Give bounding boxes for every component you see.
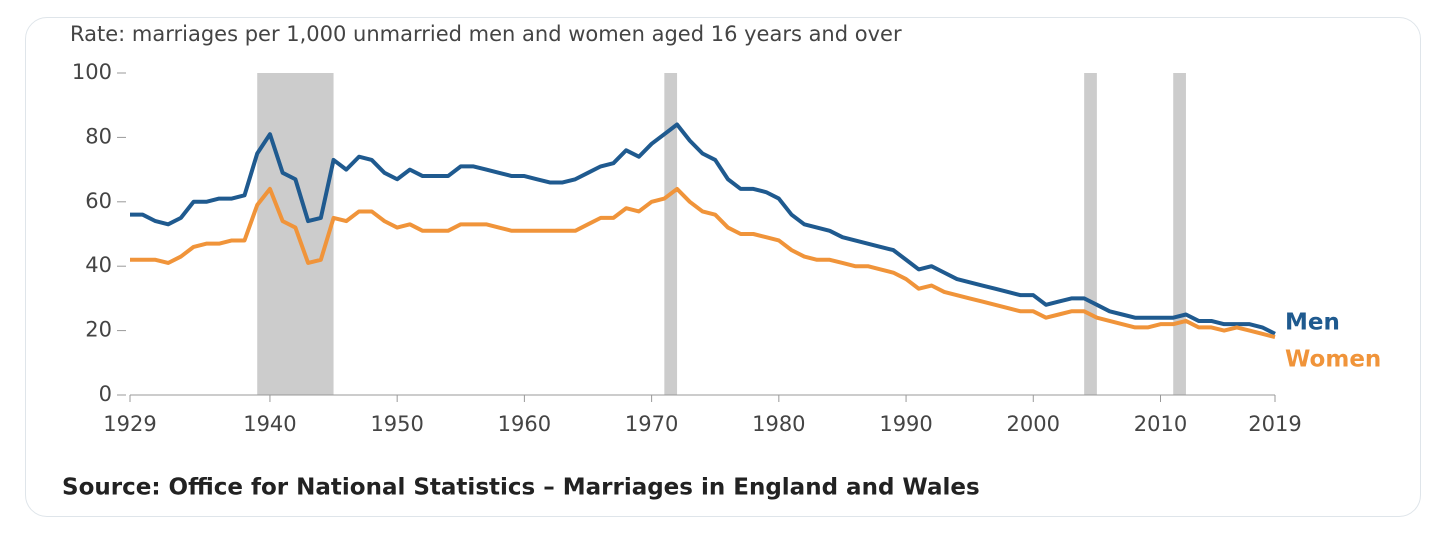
x-tick-label: 1980 — [752, 412, 805, 436]
x-tick-label: 1950 — [370, 412, 423, 436]
card — [25, 17, 1421, 517]
legend-label: Women — [1285, 347, 1381, 373]
y-tick-label: 0 — [99, 382, 112, 406]
x-tick-label: 2010 — [1134, 412, 1187, 436]
y-tick-label: 60 — [85, 189, 112, 213]
x-tick-label: 1940 — [243, 412, 296, 436]
source: Source: Office for National Statistics –… — [62, 475, 980, 501]
x-tick-label: 2019 — [1248, 412, 1301, 436]
shaded-period — [257, 73, 334, 395]
shaded-period — [1084, 73, 1097, 395]
chart-subtitle: Rate: marriages per 1,000 unmarried men … — [70, 22, 902, 46]
y-tick-label: 40 — [85, 253, 112, 277]
x-tick-label: 1929 — [103, 412, 156, 436]
x-tick-label: 1990 — [879, 412, 932, 436]
shaded-period — [664, 73, 678, 395]
legend-label: Men — [1285, 310, 1340, 336]
y-tick-label: 20 — [85, 318, 112, 342]
x-tick-label: 2000 — [1007, 412, 1060, 436]
series-line — [130, 122, 1276, 336]
y-tick-label: 80 — [85, 124, 112, 148]
x-tick-label: 1960 — [498, 412, 551, 436]
shaded-period — [1173, 73, 1186, 395]
y-tick-label: 100 — [72, 60, 112, 84]
series-line — [130, 186, 1276, 339]
x-tick-label: 1970 — [625, 412, 678, 436]
